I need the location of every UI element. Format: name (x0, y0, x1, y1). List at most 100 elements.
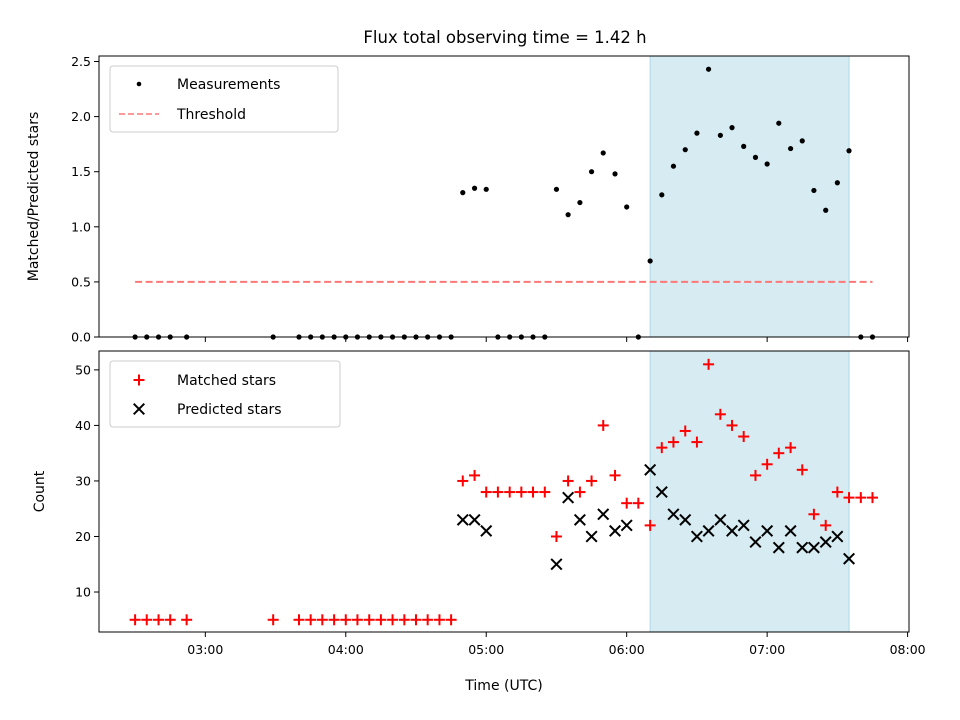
matched-stars-point (445, 614, 457, 626)
matched-stars-point (714, 408, 726, 420)
matched-stars-point (457, 475, 469, 487)
predicted-stars-point (784, 524, 797, 537)
measurements-point (553, 186, 560, 192)
ratio-x-ticks (204, 337, 909, 342)
matched-stars-legend-marker (133, 374, 145, 386)
y-tick-label: 2.0 (71, 109, 91, 124)
measurements-point (799, 138, 805, 144)
measurements-point (776, 120, 782, 126)
matched-stars-point (785, 442, 797, 454)
y-tick-label: 40 (75, 418, 91, 433)
legend-x-shape (132, 402, 146, 416)
highlight-span-top (649, 55, 850, 338)
measurements-point (588, 169, 595, 175)
matched-stars-point (855, 492, 867, 504)
count-y-ticks: 10 20 30 40 50 (75, 362, 99, 600)
y-tick-label: 0.0 (71, 330, 91, 345)
predicted-stars-point (737, 519, 750, 532)
measurements-point (752, 154, 759, 160)
y-tick-label: 1.0 (71, 219, 91, 234)
measurements-point (846, 148, 852, 154)
measurements-point (670, 163, 677, 169)
matched-stars-point (667, 436, 679, 448)
measurements-point (471, 185, 478, 191)
predicted-stars-point (772, 541, 785, 554)
x-tick-label: 04:00 (328, 642, 364, 657)
y-tick-label: 50 (75, 362, 91, 377)
matched-stars-point (539, 486, 551, 498)
measurements-point (729, 125, 735, 131)
x-tick-label: 05:00 (468, 642, 504, 657)
measurements-point (577, 199, 583, 206)
matched-stars-point (586, 475, 598, 487)
x-tick-label: 03:00 (187, 642, 223, 657)
measurements-point (624, 204, 630, 210)
matched-stars-point (831, 486, 843, 498)
measurements-point (764, 161, 770, 167)
measurements-point (647, 258, 653, 264)
matched-stars-point (422, 614, 434, 626)
predicted-stars-point (843, 552, 856, 565)
matched-stars-point (410, 614, 422, 626)
count-panel: 10 20 30 40 50 03:00 04:00 05:00 06:00 07:00 08:0… (32, 350, 926, 694)
matched-stars-point (621, 497, 633, 509)
measurements-point (600, 150, 606, 156)
matched-stars-point (129, 614, 141, 626)
ratio-legend-box (109, 65, 339, 133)
legend-plus-shape (133, 374, 145, 386)
matched-stars-point (644, 519, 656, 531)
matched-stars-point (679, 425, 691, 437)
matched-stars-point (328, 614, 340, 626)
count-x-ticks: 03:00 04:00 05:00 06:00 07:00 08:00 (187, 632, 926, 657)
matched-stars-point (609, 469, 621, 481)
matched-stars-point (574, 486, 586, 498)
y-tick-label: 30 (75, 473, 91, 488)
y-tick-label: 10 (75, 585, 91, 600)
predicted-stars-point (468, 513, 481, 526)
threshold-legend-label: Threshold (176, 107, 246, 123)
ratio-legend: Measurements Threshold (109, 65, 339, 133)
matched-stars-point (316, 614, 328, 626)
y-tick-label: 0.5 (71, 274, 91, 289)
measurements-point (694, 130, 700, 136)
predicted-stars-point (456, 513, 469, 526)
ratio-plot-area (132, 66, 876, 340)
predicted-stars-point (562, 491, 575, 504)
predicted-stars-point (480, 524, 493, 537)
matched-stars-point (351, 614, 363, 626)
ratio-axes-frame (98, 55, 910, 338)
predicted-stars-point (714, 513, 727, 526)
matched-stars-point (820, 519, 832, 531)
count-legend: Matched stars Predicted stars (109, 360, 341, 428)
measurements-point (565, 212, 571, 218)
measurements-point (460, 190, 466, 196)
y-tick-label: 2.5 (71, 54, 91, 69)
predicted-stars-point (761, 524, 774, 537)
ratio-y-axis-label: Matched/Predicted stars (26, 112, 42, 282)
matched-stars-point (492, 486, 504, 498)
chart-title: Flux total observing time = 1.42 h (363, 28, 646, 47)
x-tick-label: 07:00 (749, 642, 785, 657)
matched-stars-point (504, 486, 516, 498)
predicted-stars-point (702, 524, 715, 537)
ratio-panel: 0.0 0.5 1.0 1.5 2.0 2.5 Matched/Predicted sta… (26, 54, 910, 345)
ratio-y-ticks: 0.0 0.5 1.0 1.5 2.0 2.5 (71, 54, 99, 345)
predicted-stars-point (690, 530, 703, 543)
predicted-stars-point (573, 513, 586, 526)
predicted-stars-point (609, 524, 622, 537)
measurements-legend-label: Measurements (177, 77, 280, 93)
matched-stars-point (387, 614, 399, 626)
y-tick-label: 1.5 (71, 164, 91, 179)
x-tick-label: 08:00 (890, 642, 926, 657)
predicted-stars-point (620, 519, 633, 532)
matched-stars-point (293, 614, 305, 626)
x-tick-label: 06:00 (609, 642, 645, 657)
matched-stars-point (726, 419, 738, 431)
predicted-stars-legend-label: Predicted stars (177, 402, 282, 418)
predicted-stars-point (749, 536, 762, 549)
predicted-stars-point (655, 486, 668, 499)
measurements-point (823, 207, 829, 213)
predicted-stars-point (819, 536, 832, 549)
matched-stars-point (562, 475, 574, 487)
matched-stars-point (703, 358, 715, 370)
